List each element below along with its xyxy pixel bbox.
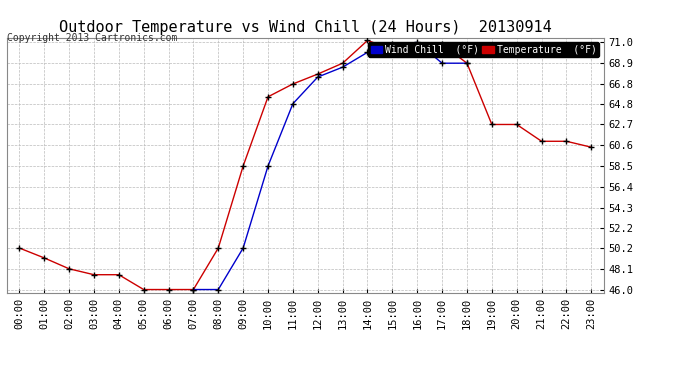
Legend: Wind Chill  (°F), Temperature  (°F): Wind Chill (°F), Temperature (°F)	[368, 42, 599, 57]
Text: Copyright 2013 Cartronics.com: Copyright 2013 Cartronics.com	[7, 33, 177, 43]
Title: Outdoor Temperature vs Wind Chill (24 Hours)  20130914: Outdoor Temperature vs Wind Chill (24 Ho…	[59, 20, 552, 35]
